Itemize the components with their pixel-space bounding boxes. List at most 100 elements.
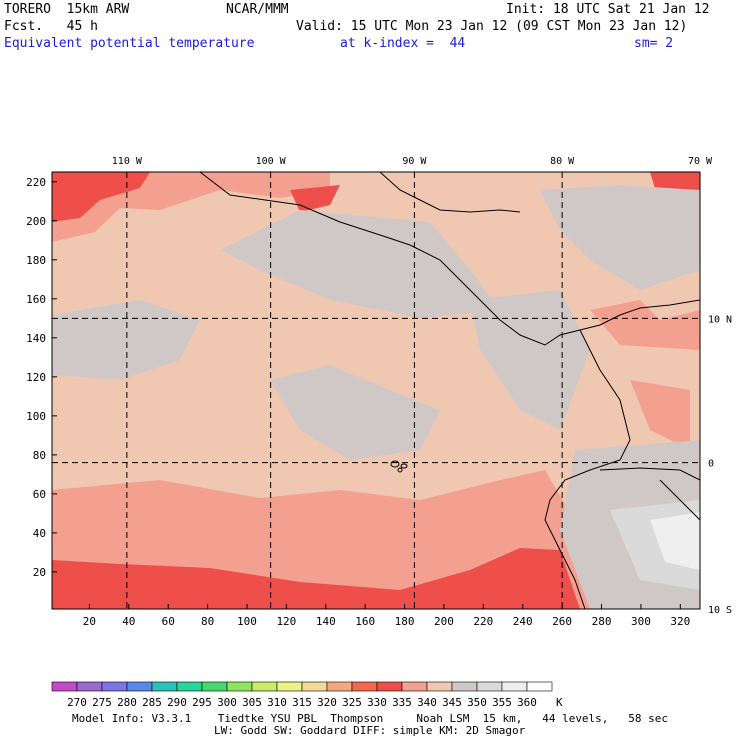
colorbar-cell [376, 681, 403, 692]
y-tick-label: 100 [26, 410, 46, 423]
colorbar: 270 275 280 285 290 295 300 305 310 315 320 325 330 3… [51, 681, 563, 709]
x-tick-label: 220 [473, 615, 493, 628]
x-tick-label: 40 [122, 615, 135, 628]
colorbar-unit: K [556, 696, 563, 709]
coastline-yucatan [379, 172, 521, 213]
x-tick-label: 20 [83, 615, 96, 628]
y-tick-label: 120 [26, 371, 46, 384]
amazon-warm-shading [630, 380, 690, 450]
footer-model-info: Model Info: V3.3.1 Tiedtke YSU PBL Thomp… [72, 712, 669, 725]
colorbar-label: 310 [267, 696, 287, 709]
colorbar-cell [276, 681, 303, 692]
colorbar-cell [476, 681, 503, 692]
cool-patch-west [52, 300, 200, 380]
colorbar-label: 280 [117, 696, 137, 709]
longitude-labels: 110 W 100 W 90 W 80 W 70 W [112, 156, 713, 167]
colorbar-cell [251, 681, 278, 692]
field-name: Equivalent potential temperature [4, 36, 255, 51]
forecast-hour: Fcst. 45 h [4, 19, 98, 34]
y-tick-label: 160 [26, 293, 46, 306]
colorbar-label: 300 [217, 696, 237, 709]
colorbar-label: 350 [467, 696, 487, 709]
colorbar-cell [51, 681, 78, 692]
x-tick-label: 120 [276, 615, 296, 628]
longitude-label: 100 W [256, 156, 287, 167]
latitude-label: 10 S [708, 605, 732, 616]
colorbar-cell [176, 681, 203, 692]
colorbar-label: 275 [92, 696, 112, 709]
colombia-warm-shading [590, 300, 700, 350]
colorbar-label: 320 [317, 696, 337, 709]
y-axis: 20 40 60 80 100 120 140 160 180 200 220 [26, 176, 57, 579]
longitude-label: 80 W [550, 156, 575, 167]
colorbar-cell [301, 681, 328, 692]
south-warm-shading [52, 548, 580, 609]
field-layer [52, 172, 700, 609]
y-tick-label: 140 [26, 332, 46, 345]
cool-patch-north [220, 210, 500, 318]
colorbar-label: 330 [367, 696, 387, 709]
cool-patch-caribbean [540, 185, 700, 290]
y-tick-label: 20 [33, 566, 46, 579]
x-tick-label: 80 [201, 615, 214, 628]
x-tick-label: 200 [434, 615, 454, 628]
colorbar-cell [526, 681, 553, 692]
colorbar-cell [401, 681, 428, 692]
y-tick-label: 180 [26, 254, 46, 267]
colorbar-cell [76, 681, 103, 692]
colorbar-label: 295 [192, 696, 212, 709]
y-tick-label: 40 [33, 527, 46, 540]
y-tick-label: 200 [26, 215, 46, 228]
x-tick-label: 180 [395, 615, 415, 628]
y-tick-label: 60 [33, 488, 46, 501]
colorbar-cell [201, 681, 228, 692]
k-index-level: at k-index = 44 [340, 36, 466, 51]
latitude-label: 10 N [708, 314, 732, 325]
x-tick-label: 160 [355, 615, 375, 628]
andes-coldest-shading [650, 512, 700, 570]
map-plot: 20 40 60 80 100 120 140 160 180 200 220 240 260 280 30… [26, 156, 732, 628]
x-tick-label: 320 [670, 615, 690, 628]
colorbar-label: 325 [342, 696, 362, 709]
colorbar-cell [326, 681, 353, 692]
longitude-label: 70 W [688, 156, 713, 167]
longitude-label: 110 W [112, 156, 143, 167]
colorbar-cell [101, 681, 128, 692]
graticule [52, 172, 700, 609]
colorbar-label: 360 [517, 696, 537, 709]
valid-time: Valid: 15 UTC Mon 23 Jan 12 (09 CST Mon … [296, 19, 688, 34]
latitude-labels: 10 N 0 10 S [708, 314, 732, 616]
colorbar-label: 340 [417, 696, 437, 709]
x-tick-label: 280 [592, 615, 612, 628]
plot-frame [51, 171, 701, 610]
smoothing-label: sm= 2 [634, 36, 674, 51]
latitude-label: 0 [708, 459, 714, 470]
colorbar-label: 290 [167, 696, 187, 709]
x-tick-label: 60 [162, 615, 175, 628]
border-peru-brazil [659, 479, 700, 521]
longitude-label: 90 W [402, 156, 427, 167]
init-time: Init: 18 UTC Sat 21 Jan 12 [506, 2, 710, 17]
x-axis: 20 40 60 80 100 120 140 160 180 200 220 240 260 280 30… [83, 604, 690, 628]
colorbar-cell [351, 681, 378, 692]
x-tick-label: 260 [552, 615, 572, 628]
colorbar-cell [501, 681, 528, 692]
mexico-warm-shading [290, 185, 340, 212]
colorbar-label: 335 [392, 696, 412, 709]
cool-patch-panama [470, 290, 590, 430]
colorbar-cell [226, 681, 253, 692]
galapagos-islands [390, 460, 408, 473]
x-tick-label: 100 [237, 615, 257, 628]
y-tick-label: 80 [33, 449, 46, 462]
colorbar-label: 355 [492, 696, 512, 709]
colorbar-cell [151, 681, 178, 692]
org-label: NCAR/MMM [226, 2, 289, 17]
colorbar-label: 345 [442, 696, 462, 709]
footer-physics: LW: Godd SW: Goddard DIFF: simple KM: 2D… [214, 724, 526, 737]
border-ecuador-peru [599, 467, 700, 481]
model-title: TORERO 15km ARW [4, 2, 130, 17]
northwest-warm-shading [52, 172, 150, 222]
colorbar-cell [426, 681, 453, 692]
colorbar-cell [451, 681, 478, 692]
colorbar-label: 285 [142, 696, 162, 709]
